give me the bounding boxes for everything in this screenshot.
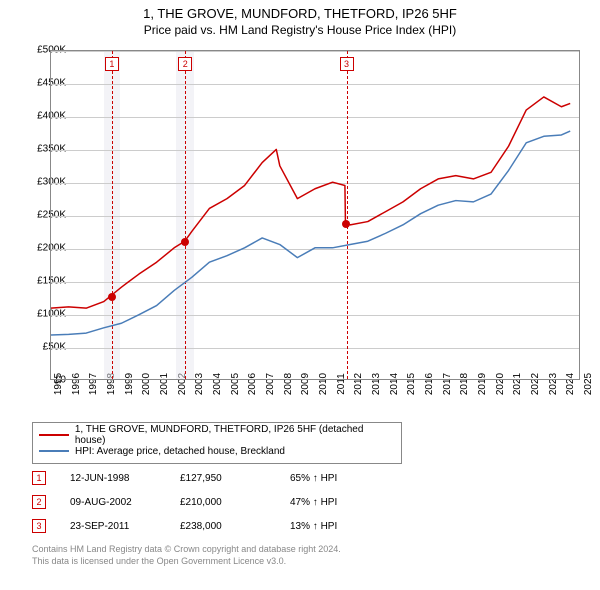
sales-date: 23-SEP-2011	[70, 521, 180, 532]
sales-price: £127,950	[180, 473, 290, 484]
legend-swatch	[39, 434, 69, 436]
sale-dot	[342, 220, 350, 228]
legend-swatch	[39, 450, 69, 452]
sale-dot	[108, 293, 116, 301]
sales-date: 09-AUG-2002	[70, 497, 180, 508]
sales-price: £238,000	[180, 521, 290, 532]
sales-pct: 13% ↑ HPI	[290, 521, 400, 532]
sales-marker: 2	[32, 495, 46, 509]
footnote: Contains HM Land Registry data © Crown c…	[32, 544, 341, 567]
sales-row: 1 12-JUN-1998£127,95065% ↑ HPI	[32, 466, 400, 490]
chart-plot-area: 1 2 3	[50, 50, 580, 380]
footnote-line: This data is licensed under the Open Gov…	[32, 556, 341, 568]
sales-marker: 3	[32, 519, 46, 533]
chart-titles: 1, THE GROVE, MUNDFORD, THETFORD, IP26 5…	[0, 0, 600, 37]
sales-pct: 47% ↑ HPI	[290, 497, 400, 508]
legend: 1, THE GROVE, MUNDFORD, THETFORD, IP26 5…	[32, 422, 402, 464]
sale-marker-box: 3	[340, 57, 354, 71]
legend-label: 1, THE GROVE, MUNDFORD, THETFORD, IP26 5…	[75, 424, 395, 446]
footnote-line: Contains HM Land Registry data © Crown c…	[32, 544, 341, 556]
chart-title: 1, THE GROVE, MUNDFORD, THETFORD, IP26 5…	[0, 6, 600, 21]
sales-row: 3 23-SEP-2011£238,00013% ↑ HPI	[32, 514, 400, 538]
legend-row: 1, THE GROVE, MUNDFORD, THETFORD, IP26 5…	[39, 427, 395, 443]
x-tick-label: 2025	[583, 373, 594, 395]
sale-marker-box: 2	[178, 57, 192, 71]
sales-pct: 65% ↑ HPI	[290, 473, 400, 484]
chart-subtitle: Price paid vs. HM Land Registry's House …	[0, 23, 600, 37]
sales-table: 1 12-JUN-1998£127,95065% ↑ HPI 2 09-AUG-200…	[32, 466, 400, 538]
sales-row: 2 09-AUG-2002£210,00047% ↑ HPI	[32, 490, 400, 514]
sales-marker: 1	[32, 471, 46, 485]
sale-marker-box: 1	[105, 57, 119, 71]
series-hpi	[51, 131, 570, 335]
series-property	[51, 97, 570, 308]
legend-label: HPI: Average price, detached house, Brec…	[75, 446, 285, 457]
sale-dot	[181, 238, 189, 246]
series-lines	[51, 51, 579, 379]
sales-price: £210,000	[180, 497, 290, 508]
sales-date: 12-JUN-1998	[70, 473, 180, 484]
chart-container: 1, THE GROVE, MUNDFORD, THETFORD, IP26 5…	[0, 0, 600, 590]
